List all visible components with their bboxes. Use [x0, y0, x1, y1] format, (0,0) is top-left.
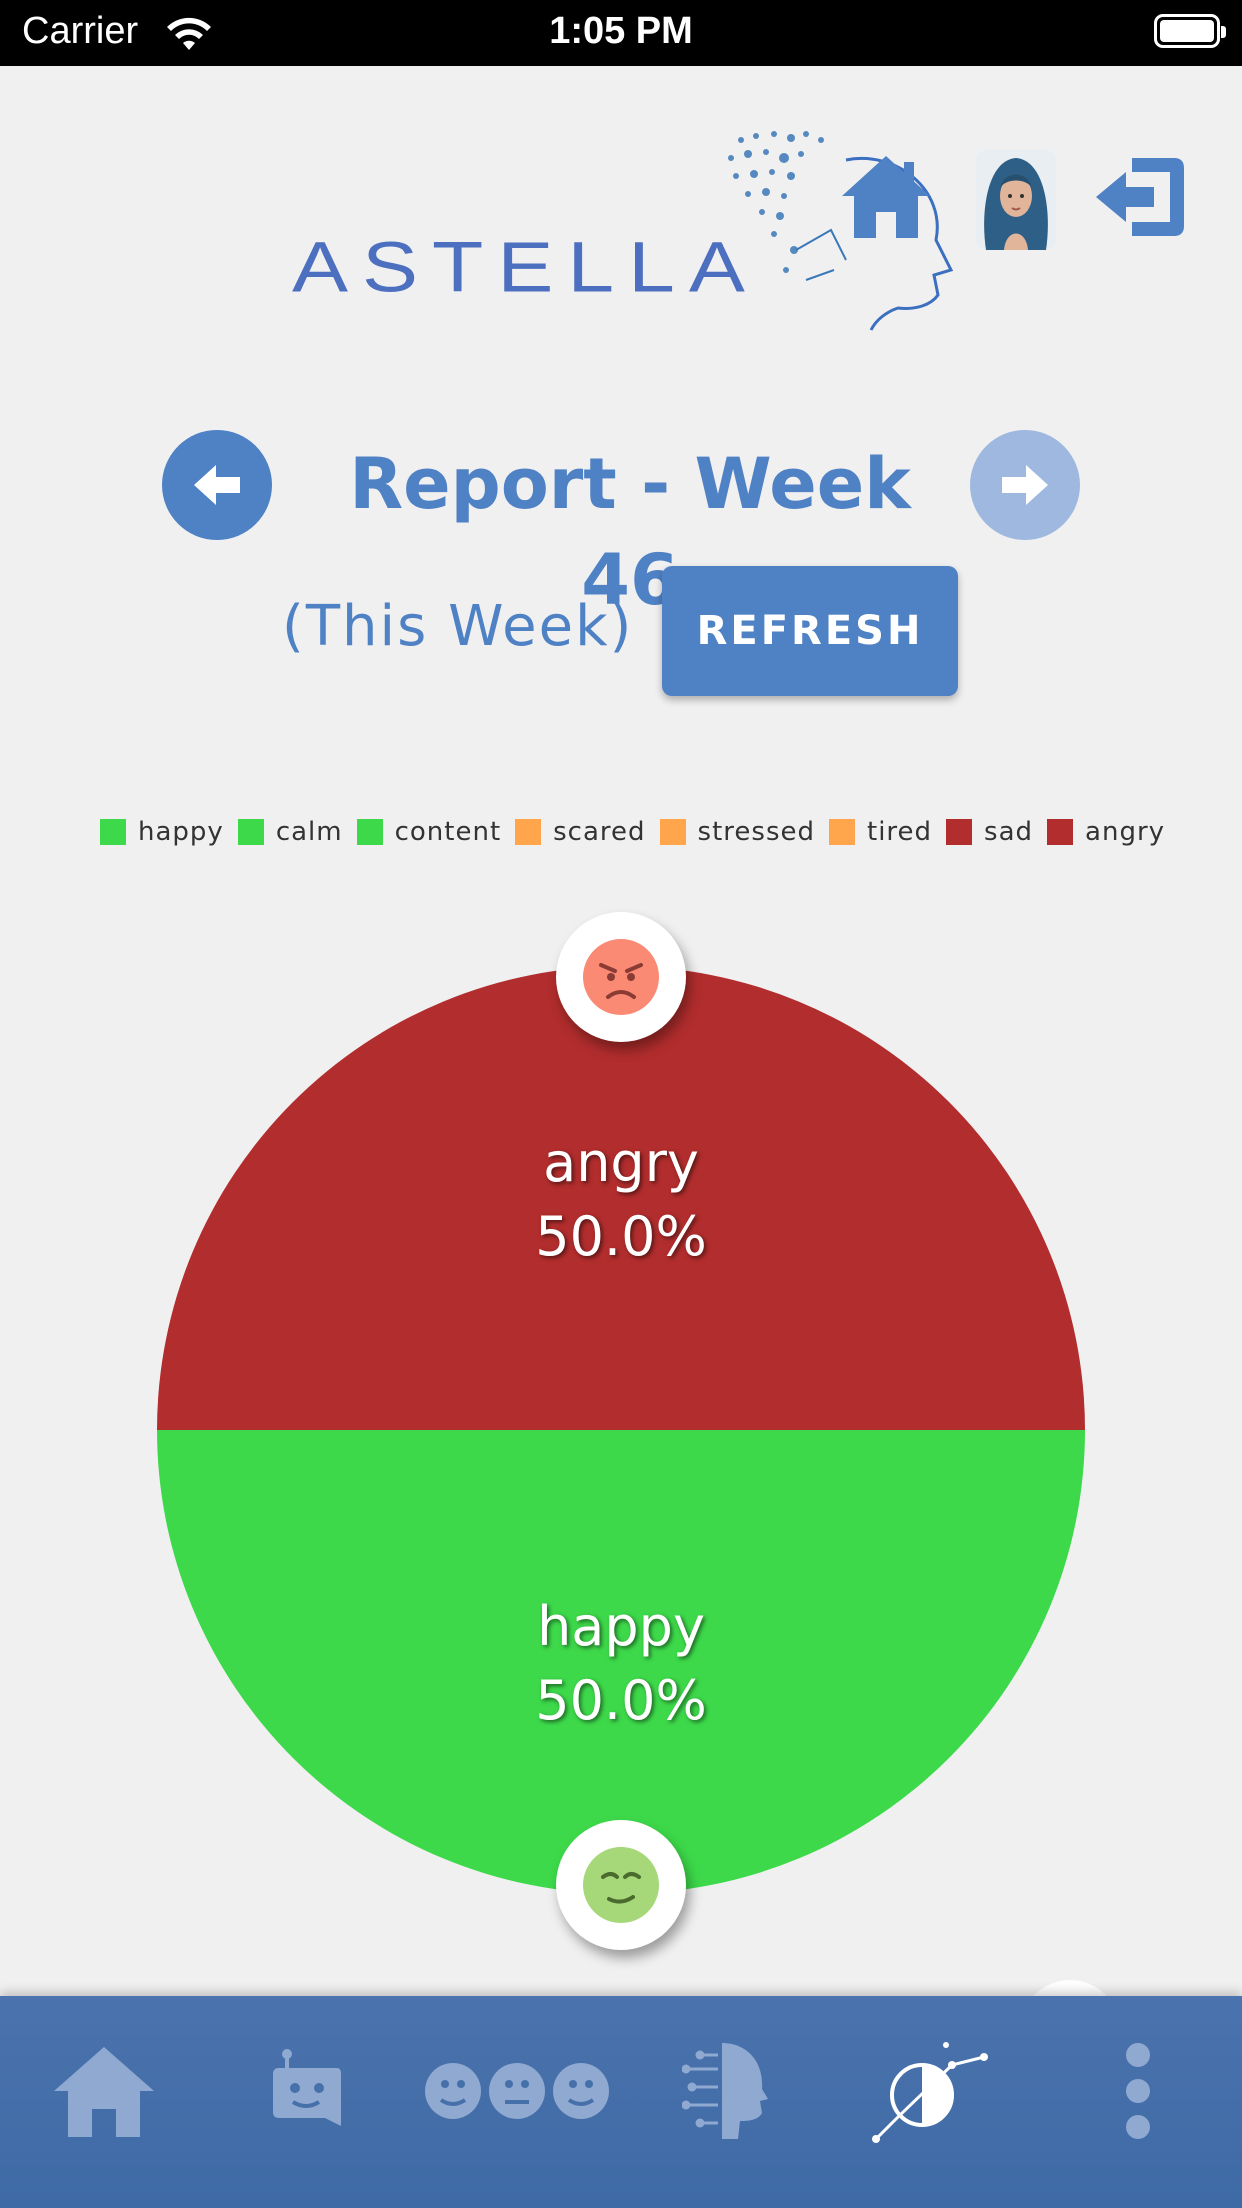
legend-swatch [515, 819, 542, 845]
status-bar: Carrier 1:05 PM [0, 0, 1242, 66]
chart-legend: happy calm content scared stressed tired sad an… [100, 812, 1164, 852]
legend-item-sad: sad [946, 817, 1033, 847]
pie-slice-happy[interactable] [157, 1430, 1085, 1894]
nav-report[interactable] [872, 2036, 990, 2146]
legend-item-angry: angry [1047, 817, 1165, 847]
battery-icon [1154, 14, 1226, 48]
moods-icon [425, 2063, 609, 2119]
nav-home[interactable] [46, 2036, 162, 2146]
carrier-label: Carrier [22, 10, 139, 52]
chat-bot-icon [273, 2049, 341, 2126]
report-chart-icon [872, 2042, 988, 2143]
legend-item-scared: scared [515, 817, 645, 847]
logout-icon[interactable] [1092, 152, 1188, 242]
legend-label: calm [275, 817, 343, 847]
angry-emoji-badge [556, 912, 686, 1042]
legend-swatch [237, 819, 264, 845]
legend-label: sad [984, 817, 1034, 847]
legend-item-calm: calm [237, 817, 343, 847]
happy-emoji-badge [556, 1820, 686, 1950]
legend-item-tired: tired [829, 817, 932, 847]
happy-face-icon [583, 1847, 659, 1923]
legend-item-happy: happy [100, 817, 224, 847]
arrow-left-icon [194, 465, 240, 505]
angry-face-icon [583, 939, 659, 1015]
slice-name-happy: happy [537, 1595, 705, 1658]
logo-text: ASTELLA [292, 226, 759, 307]
mood-pie-chart [0, 880, 1242, 1980]
wifi-icon [167, 17, 211, 50]
next-week-button[interactable] [970, 430, 1080, 540]
legend-swatch [946, 819, 973, 845]
nav-more[interactable] [1120, 2036, 1156, 2146]
nav-moods[interactable] [424, 2036, 610, 2146]
clock: 1:05 PM [549, 10, 693, 52]
nav-ai-head[interactable] [680, 2036, 770, 2146]
legend-label: angry [1085, 817, 1166, 847]
arrow-right-icon [1002, 465, 1048, 505]
slice-label-happy: happy 50.0% [420, 1590, 822, 1738]
legend-label: tired [867, 817, 933, 847]
more-icon [1126, 2043, 1150, 2139]
legend-label: content [394, 817, 502, 847]
legend-swatch [1047, 819, 1074, 845]
previous-week-button[interactable] [162, 430, 272, 540]
legend-label: scared [553, 817, 646, 847]
legend-item-content: content [356, 817, 502, 847]
week-subtitle: (This Week) [282, 594, 634, 659]
slice-percent-angry: 50.0% [535, 1205, 707, 1268]
home-icon[interactable] [838, 152, 934, 242]
home-icon [54, 2047, 154, 2137]
astella-logo: ASTELLA [286, 130, 966, 340]
brain-head-graphic [728, 131, 954, 331]
refresh-button[interactable]: REFRESH [662, 566, 958, 696]
legend-swatch [659, 819, 686, 845]
nav-chatbot[interactable] [266, 2036, 346, 2146]
slice-name-angry: angry [543, 1131, 699, 1194]
legend-swatch [829, 819, 855, 845]
legend-label: happy [138, 817, 224, 847]
legend-item-stressed: stressed [659, 817, 815, 847]
legend-label: stressed [697, 817, 815, 847]
legend-swatch [356, 819, 383, 845]
legend-swatch [100, 819, 126, 845]
avatar[interactable] [976, 150, 1056, 250]
ai-head-icon [682, 2043, 768, 2139]
slice-label-angry: angry 50.0% [420, 1126, 822, 1274]
pie-slice-angry[interactable] [157, 966, 1085, 1430]
slice-percent-happy: 50.0% [535, 1669, 707, 1732]
bottom-nav [0, 1996, 1242, 2208]
